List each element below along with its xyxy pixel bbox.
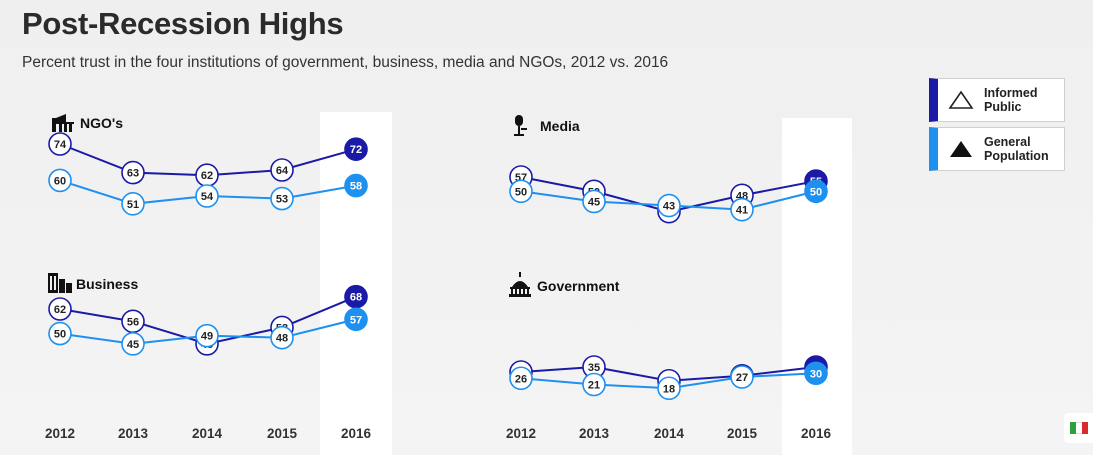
informed-public-point: 63: [121, 160, 145, 185]
x-tick-label: 2015: [267, 426, 298, 441]
general-population-point: 21: [582, 372, 606, 397]
data-label: 50: [515, 186, 527, 198]
highlight-column-2016: [320, 112, 392, 455]
legend-informed-line1: Informed: [984, 86, 1038, 100]
x-tick-label: 2016: [801, 426, 832, 441]
data-label: 43: [663, 201, 675, 213]
general-population-point: 50: [804, 179, 828, 204]
legend-informed-public: Informed Public: [929, 78, 1065, 122]
page-subtitle: Percent trust in the four institutions o…: [22, 54, 669, 71]
building-icon: [48, 273, 72, 293]
data-label: 60: [54, 175, 66, 187]
general-population-point: 50: [48, 321, 72, 346]
data-label: 49: [201, 331, 213, 343]
data-label: 30: [810, 368, 822, 380]
data-label: 27: [736, 372, 748, 384]
informed-public-point: 62: [195, 163, 219, 187]
general-population-point: 18: [657, 376, 681, 401]
informed-public-point: 68: [344, 284, 368, 309]
italy-flag-icon: [1064, 413, 1093, 443]
x-tick-label: 2012: [506, 426, 536, 441]
data-label: 45: [127, 339, 139, 351]
legend-general-line1: General: [984, 135, 1031, 149]
x-tick-label: 2013: [118, 426, 149, 441]
legend-general-population: General Population: [929, 127, 1065, 171]
informed-public-point: 56: [121, 309, 145, 334]
legend-informed-label: Informed Public: [984, 86, 1064, 114]
capitol-icon: [509, 272, 531, 297]
informed-public-point: 62: [48, 297, 72, 321]
data-label: 74: [54, 139, 67, 151]
data-label: 51: [127, 199, 139, 211]
data-label: 50: [54, 329, 66, 341]
general-population-point: 60: [48, 168, 72, 193]
x-tick-label: 2014: [192, 426, 223, 441]
panel-title: Government: [537, 278, 620, 294]
microphone-icon: [514, 115, 527, 136]
data-label: 50: [810, 186, 822, 198]
x-tick-label: 2014: [654, 426, 685, 441]
general-population-point: 30: [804, 361, 828, 386]
highlight-column-2016: [782, 118, 852, 455]
general-population-point: 53: [270, 186, 294, 211]
general-population-point: 45: [121, 332, 145, 356]
filled-triangle-icon: [938, 127, 984, 171]
general-population-point: 54: [195, 184, 219, 208]
general-population-point: 50: [509, 179, 533, 204]
x-tick-label: 2015: [727, 426, 758, 441]
x-tick-label: 2016: [341, 426, 372, 441]
data-label: 53: [276, 194, 288, 206]
x-tick-label: 2012: [45, 426, 75, 441]
legend-informed-line2: Public: [984, 100, 1022, 114]
legend-general-line2: Population: [984, 149, 1049, 163]
general-population-point: 27: [730, 365, 754, 389]
data-label: 56: [127, 316, 139, 328]
data-label: 62: [201, 170, 213, 182]
data-label: 45: [588, 196, 600, 208]
data-label: 63: [127, 168, 139, 180]
panel-title: Business: [76, 276, 138, 292]
informed-public-point: 72: [344, 137, 368, 161]
data-label: 68: [350, 292, 362, 304]
panel-ngos: NGO's 74 63 62 64 72 60 51 54 53 58: [48, 115, 368, 216]
informed-public-point: 35: [582, 355, 606, 379]
data-label: 48: [276, 333, 288, 345]
data-label: 35: [588, 362, 600, 374]
x-tick-label: 2013: [579, 426, 610, 441]
general-population-point: 49: [195, 323, 219, 348]
data-label: 58: [350, 181, 362, 193]
data-label: 18: [663, 383, 675, 395]
data-label: 64: [276, 165, 289, 177]
data-label: 62: [54, 304, 66, 316]
panel-government: Government31352428352621182730: [509, 278, 828, 401]
general-population-point: 43: [657, 193, 681, 218]
general-population-point: 26: [509, 366, 533, 391]
general-population-point: 51: [121, 192, 145, 216]
general-population-point: 58: [344, 173, 368, 198]
general-population-point: 41: [730, 197, 754, 222]
general-population-point: 45: [582, 189, 606, 214]
general-population-point: 48: [270, 325, 294, 350]
panel-business: Business62564553685045494857: [48, 276, 368, 356]
panel-media: Media57504048555045434150: [509, 118, 828, 224]
data-label: 41: [736, 205, 748, 217]
data-label: 26: [515, 373, 527, 385]
page-title: Post-Recession Highs: [22, 6, 344, 41]
panel-title: NGO's: [80, 115, 123, 131]
panel-title: Media: [540, 118, 580, 134]
informed-public-point: 74: [48, 132, 72, 156]
outline-triangle-icon: [938, 78, 984, 122]
data-label: 54: [201, 191, 214, 203]
general-population-point: 57: [344, 307, 368, 332]
ngo-icon: [52, 114, 74, 132]
data-label: 72: [350, 144, 362, 156]
data-label: 57: [350, 314, 362, 326]
legend-general-label: General Population: [984, 135, 1064, 163]
informed-public-point: 64: [270, 158, 294, 182]
data-label: 21: [588, 380, 600, 392]
